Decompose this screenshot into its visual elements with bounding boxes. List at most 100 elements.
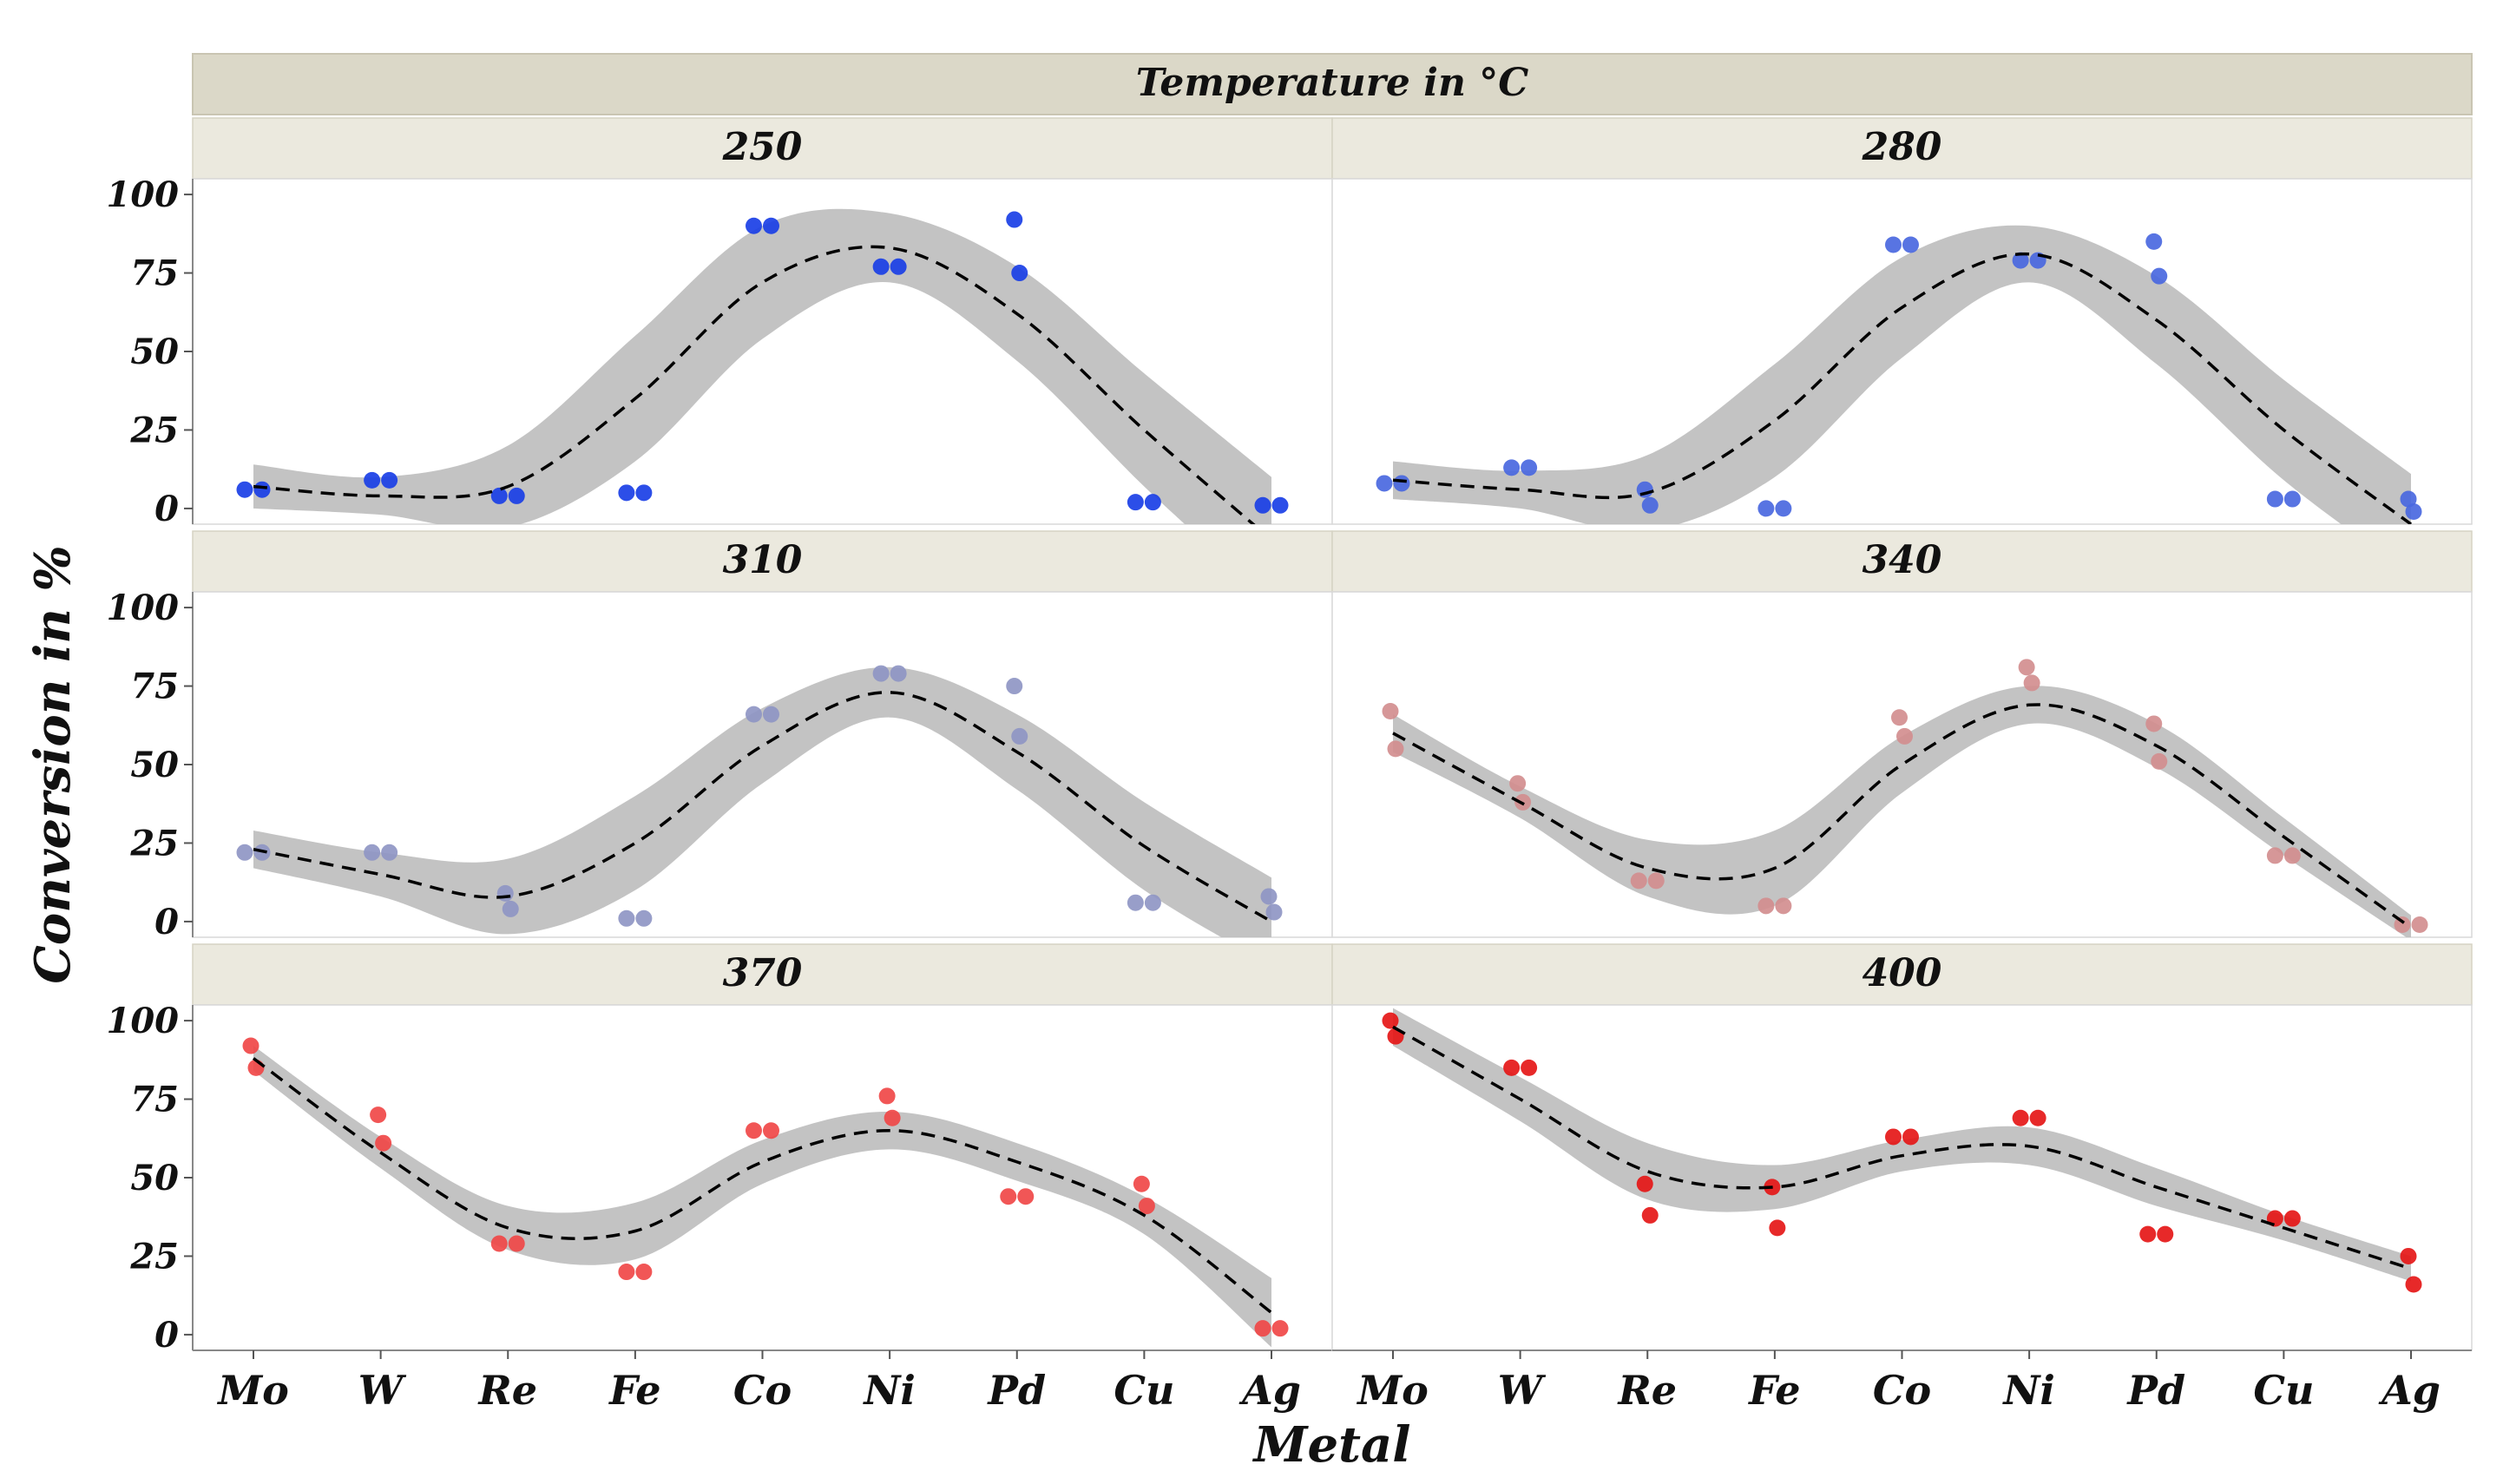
panel-280-point-w-2 [1521,459,1538,476]
panel-250-y-tick-100: 100 [107,174,180,215]
panel-400-x-tick-re: Re [1617,1367,1678,1414]
panel-310-y-tick-75: 75 [130,666,179,707]
panel-250-point-mo-1 [236,481,253,498]
panel-400-point-ag-2 [2405,1276,2422,1293]
panel-400-point-co-2 [1902,1128,1919,1146]
panel-250-point-cu-2 [1144,494,1161,511]
panel-400-x-tick-w: W [1498,1367,1547,1414]
panel-250-point-co-1 [746,217,762,234]
y-axis-title: Conversion in % [24,545,82,983]
panel-400-x-tick-mo: Mo [1356,1367,1429,1414]
panel-340-point-ag-2 [2411,916,2428,934]
x-axis-title: Metal [1252,1416,1410,1474]
panel-370-x-tick-pd: Pd [986,1367,1046,1414]
panel-280-point-ni-1 [2012,252,2029,269]
panel-250-point-pd-2 [1011,265,1028,282]
panel-340: 340 [1331,530,2473,938]
title-strip [192,53,2473,115]
panel-370-y-tick-75: 75 [130,1080,179,1120]
panel-340-point-re-2 [1647,872,1665,890]
panel-400-marks [1382,1008,2422,1293]
panel-400-point-re-1 [1636,1175,1653,1192]
panel-370: 370 0 25 50 75 100 Mo W Re Fe Co Ni Pd Cu Ag [107,943,1333,1414]
panel-310-point-fe-2 [635,909,653,927]
panel-340-point-w-1 [1509,775,1527,792]
panel-280-point-w-1 [1503,459,1521,476]
panel-400-point-ni-1 [2012,1109,2029,1126]
panel-400-confidence-band [1393,1008,2411,1282]
panel-340-fit-line [1392,703,2413,929]
panel-280-point-co-2 [1902,236,1919,253]
panel-340-point-ni-1 [2018,659,2035,676]
panel-340-confidence-band [1393,686,2411,937]
panel-370-point-pd-1 [1000,1188,1017,1205]
panel-280-point-mo-2 [1393,475,1410,492]
panel-310-point-ag-1 [1260,888,1278,905]
panel-370-point-ag-2 [1271,1320,1289,1337]
panel-340-point-co-1 [1891,709,1908,726]
panel-340-point-cu-1 [2266,847,2283,864]
panel-250-point-co-2 [763,217,779,234]
panel-310-point-co-1 [746,706,762,723]
panel-250-point-w-2 [381,471,398,489]
panel-250-y-tick-75: 75 [130,253,179,294]
panel-250-point-ag-1 [1254,496,1271,514]
panel-280-point-pd-1 [2145,233,2163,250]
panel-370-y-tick-50: 50 [130,1158,179,1198]
panel-280: 280 [1331,117,2473,525]
panel-250-point-w-1 [364,471,381,489]
panel-340-point-pd-2 [2151,752,2168,770]
panel-310-y-tick-0: 0 [154,902,179,942]
panel-370-point-fe-1 [618,1264,635,1281]
panel-370-marks [242,1037,1289,1348]
panel-340-point-mo-1 [1382,702,1399,719]
panel-310-strip-label: 310 [723,538,803,582]
panel-400-point-mo-1 [1382,1012,1399,1029]
panel-310-point-pd-2 [1011,727,1028,745]
panel-310-point-ag-2 [1265,903,1283,921]
panel-280-strip-label: 280 [1862,125,1942,169]
panel-400-strip-label: 400 [1862,951,1942,995]
panel-310-point-re-1 [496,884,514,902]
panel-280-point-pd-2 [2151,267,2168,285]
panel-250-y-tick-0: 0 [154,489,179,529]
panel-310-point-fe-1 [618,909,635,927]
panel-250-point-re-1 [490,487,508,504]
panel-250: 250 0 25 50 75 100 [107,117,1333,529]
panel-400: 400 Mo W Re Fe Co Ni Pd Cu Ag [1331,943,2473,1414]
panel-250-point-ag-2 [1271,496,1289,514]
panel-400-point-re-2 [1641,1206,1659,1224]
panel-370-point-fe-2 [635,1264,653,1281]
panel-280-fit-line [1392,253,2413,524]
panel-280-point-fe-2 [1775,500,1792,517]
panel-370-point-cu-2 [1138,1198,1155,1215]
panel-370-point-ag-1 [1254,1320,1271,1337]
panel-340-point-ni-2 [2023,674,2040,692]
panel-400-point-co-1 [1885,1128,1902,1146]
panel-250-confidence-band [253,208,1271,524]
panel-310-point-w-1 [364,844,381,861]
panel-400-point-ni-2 [2029,1109,2046,1126]
panel-310-strip [192,530,1333,593]
panel-340-point-co-2 [1896,727,1913,745]
panel-280-point-cu-2 [2283,490,2301,508]
panel-370-y-tick-100: 100 [107,1001,180,1041]
panel-310-point-co-2 [763,706,779,723]
panel-280-point-co-1 [1885,236,1902,253]
panel-370-x-tick-ni: Ni [862,1367,916,1414]
panel-280-confidence-band [1393,225,2411,524]
panel-370-y-tick-0: 0 [154,1315,179,1356]
panel-310: 310 0 25 50 75 100 [107,530,1333,942]
panel-310-point-pd-1 [1006,678,1023,695]
panel-400-x-tick-co: Co [1873,1367,1931,1414]
panel-310-fit-line [253,691,1272,923]
panel-400-point-w-2 [1521,1059,1538,1076]
panel-400-fit-line [1392,1025,2412,1271]
panel-250-point-fe-1 [618,484,635,502]
panel-250-point-ni-1 [872,258,890,275]
panel-250-point-ni-2 [890,258,907,275]
panel-340-point-fe-2 [1775,897,1792,915]
panel-400-point-cu-2 [2283,1210,2301,1227]
panel-250-point-pd-1 [1006,211,1023,228]
panel-370-point-ni-1 [878,1087,896,1105]
